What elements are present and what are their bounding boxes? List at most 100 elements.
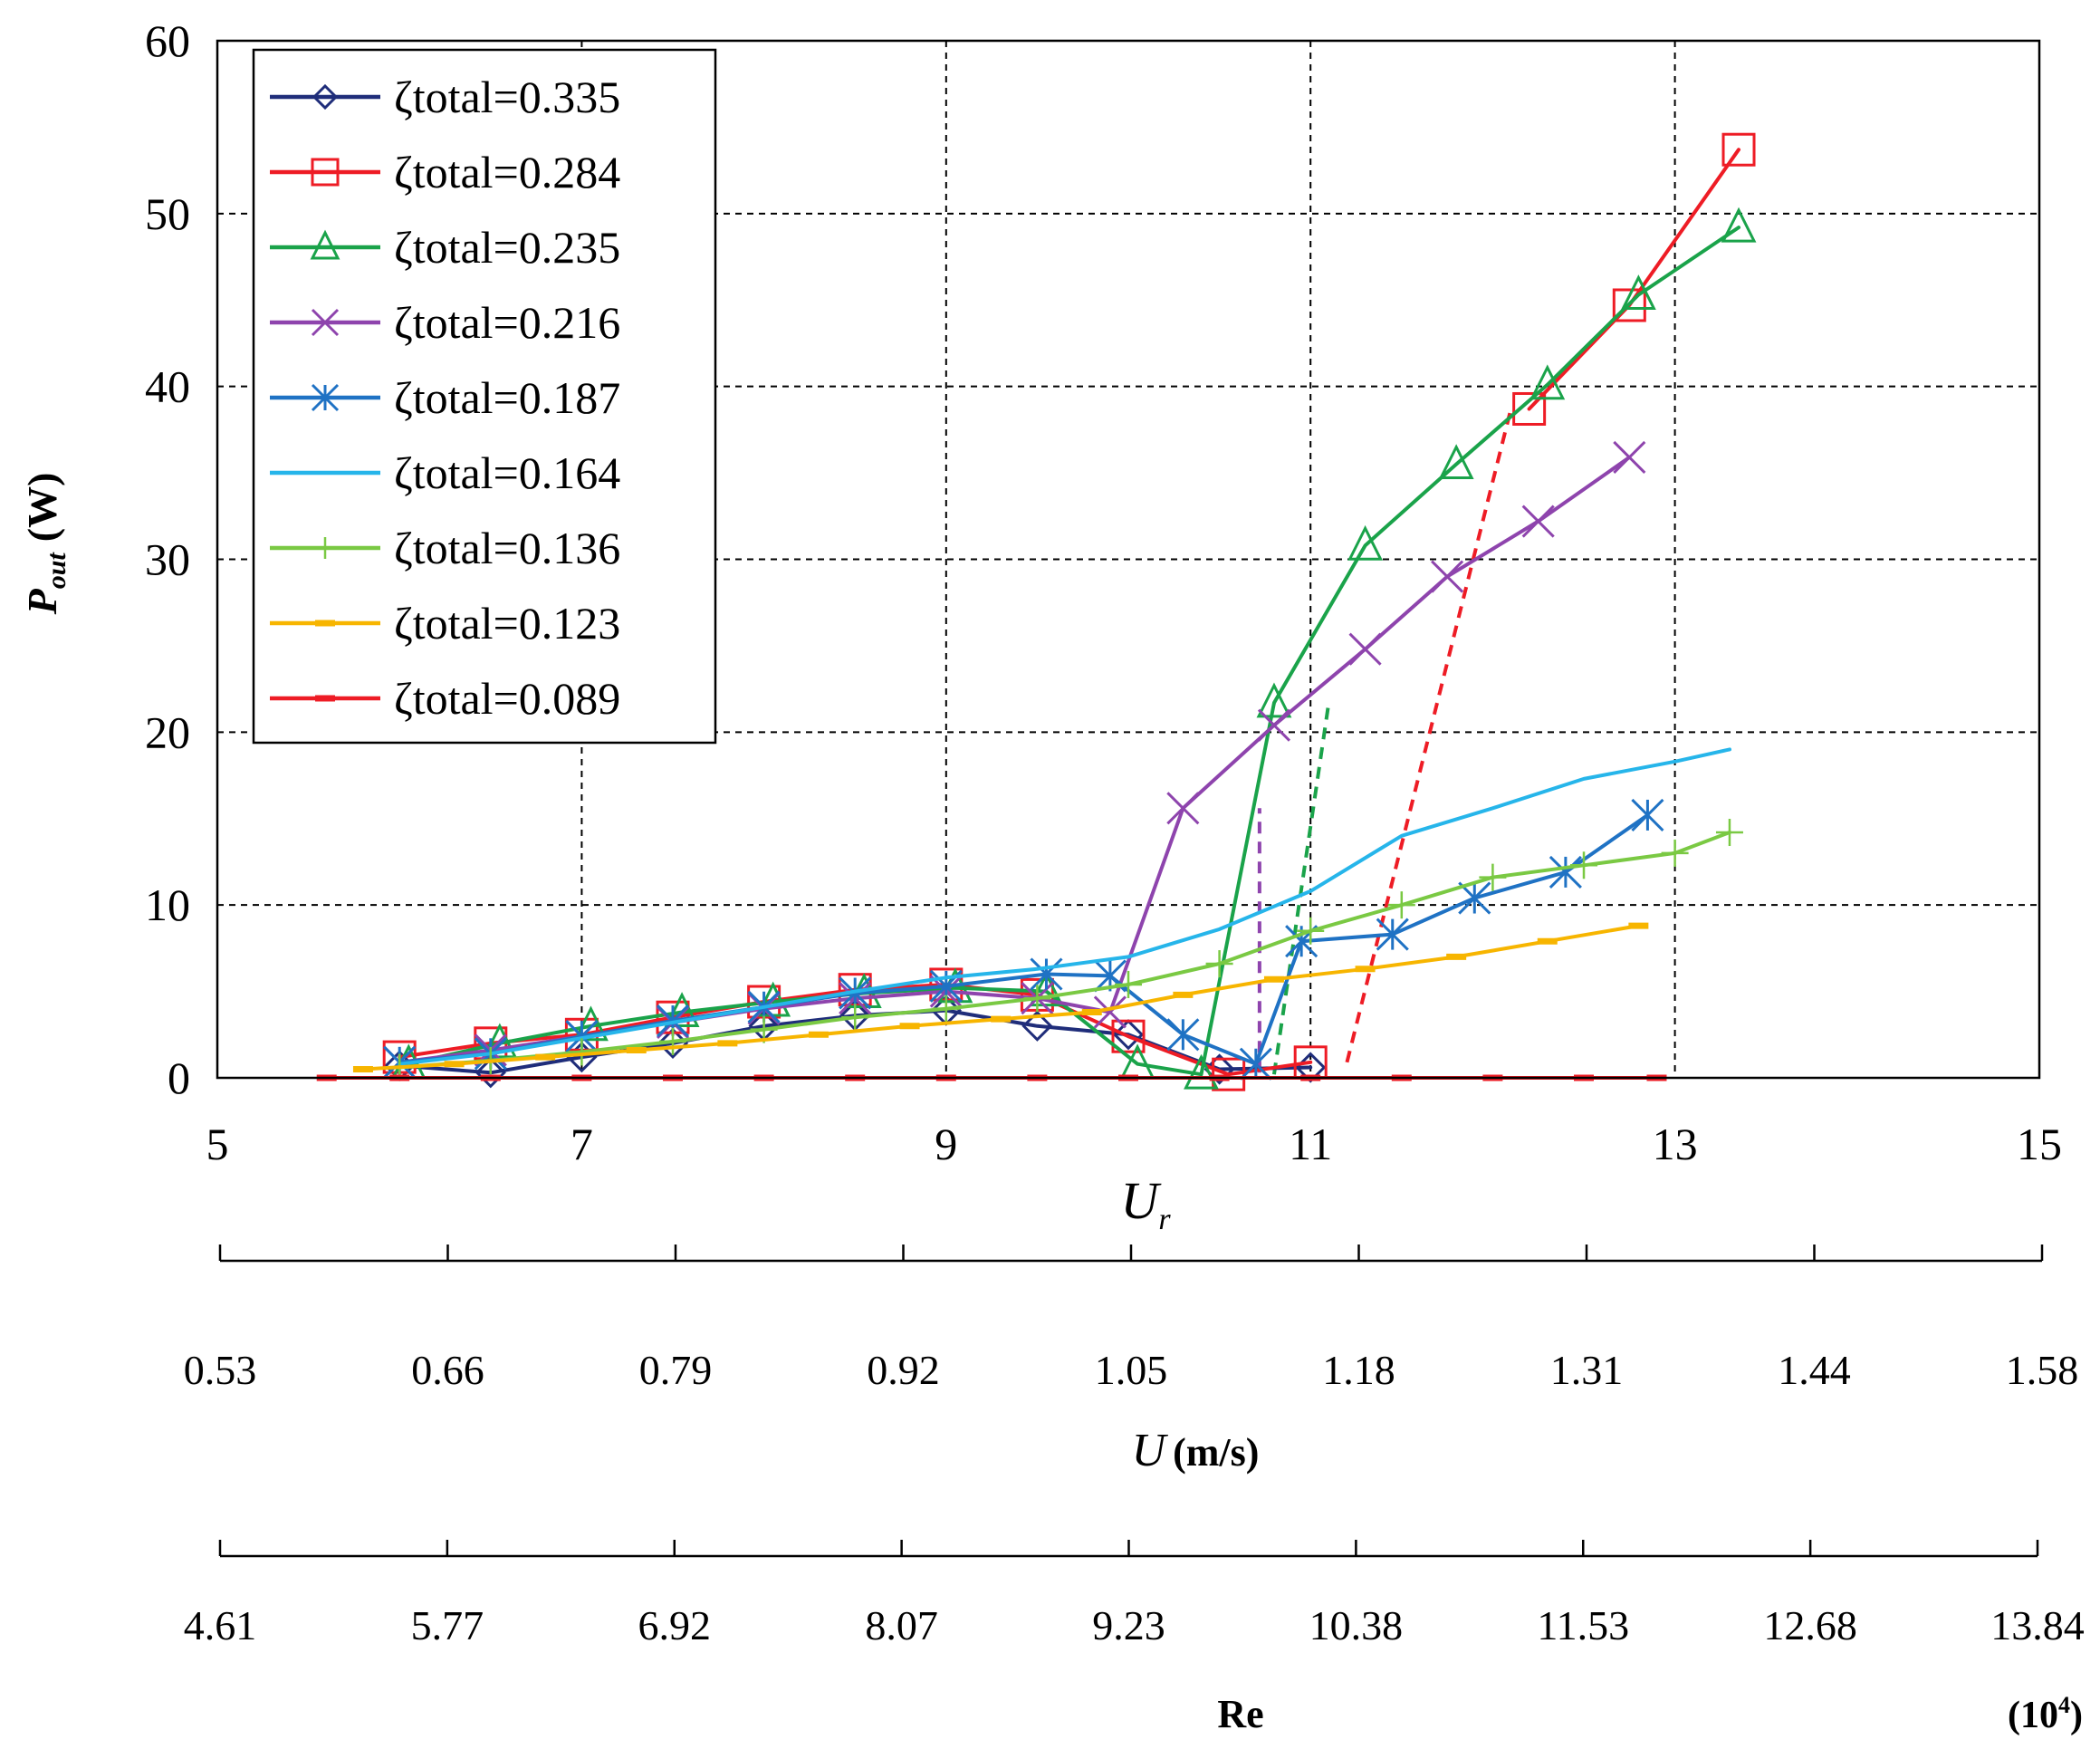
marker-stroke [1521, 505, 1555, 538]
secondary-axis-tick-label: 4.61 [184, 1602, 257, 1648]
secondary-axis-tick-label: 1.44 [1778, 1347, 1851, 1393]
data-point [314, 537, 336, 559]
data-point [1203, 1053, 1235, 1085]
legend-label: ζtotal=0.164 [394, 447, 620, 498]
secondary-axis-tick-label: 1.05 [1095, 1347, 1168, 1393]
marker-stroke [311, 308, 340, 337]
legend-item: ζtotal=0.284 [270, 147, 620, 197]
data-point [1111, 1019, 1146, 1053]
series-group [352, 922, 1649, 1072]
data-point [1715, 819, 1743, 847]
y-tick-label: 60 [145, 15, 190, 66]
marker-stroke [1093, 995, 1127, 1029]
data-point [841, 1004, 869, 1032]
grid [217, 41, 2039, 1078]
data-point [1661, 839, 1689, 867]
data-point [475, 1057, 506, 1089]
data-point [659, 1027, 686, 1055]
data-point [1166, 792, 1200, 825]
data-point [312, 83, 339, 111]
x-tick-label: 5 [206, 1119, 229, 1169]
marker-stroke [1166, 792, 1200, 825]
y-axis-title: Pout (W) [19, 473, 72, 616]
legend-label: ζtotal=0.123 [394, 598, 620, 649]
marker-stroke [1431, 560, 1464, 593]
data-point [1348, 632, 1382, 666]
x-tick-label: 11 [1289, 1119, 1332, 1169]
data-point [573, 1005, 609, 1042]
velocity-axis-title: U (m/s) [1132, 1425, 1260, 1476]
secondary-axis-tick-label: 8.07 [865, 1602, 938, 1648]
y-axis-subscript: out [42, 552, 72, 590]
legend-label: ζtotal=0.187 [394, 372, 620, 423]
data-point [1438, 444, 1474, 480]
series-line [398, 831, 1731, 1070]
data-point [1184, 1053, 1219, 1090]
jump-line [1271, 702, 1331, 1075]
data-point [310, 229, 340, 260]
x-axis-subscript: r [1158, 1203, 1171, 1236]
data-point [1166, 1018, 1200, 1052]
data-point [1256, 682, 1292, 718]
secondary-axis-tick-label: 10.38 [1309, 1602, 1404, 1648]
data-point [1721, 207, 1757, 243]
series-group [398, 747, 1731, 1066]
data-point [1570, 851, 1597, 879]
secondary-axis-tick-label: 5.77 [411, 1602, 484, 1648]
legend-label: ζtotal=0.335 [394, 72, 620, 122]
x-axis-symbol: U [1120, 1171, 1162, 1230]
data-point [1612, 288, 1646, 322]
data-point [1721, 132, 1756, 167]
axes: 0 10 20 30 40 50 60 5 7 9 11 13 15 0.53 0.66 0.79 0.92 1.… [145, 15, 2085, 1648]
legend-item: ζtotal=0.235 [270, 222, 620, 273]
secondary-axis-tick-label: 1.58 [2006, 1347, 2079, 1393]
data-point [311, 308, 340, 337]
data-point [1205, 950, 1233, 978]
data-point [1529, 364, 1566, 400]
y-tick-label: 30 [145, 534, 190, 585]
data-point [1549, 855, 1582, 889]
secondary-axis-tick-label: 9.23 [1092, 1602, 1165, 1648]
reynolds-scale-base: (10 [2008, 1695, 2058, 1736]
data-point [1479, 863, 1507, 891]
data-point [1115, 970, 1142, 998]
legend-label: ζtotal=0.089 [394, 673, 620, 724]
series-line [407, 226, 1740, 1077]
y-tick-label: 10 [145, 879, 190, 930]
legend-item: ζtotal=0.216 [270, 297, 620, 348]
data-point [1021, 1010, 1053, 1042]
y-tick-label: 20 [145, 706, 190, 757]
data-point [1347, 524, 1383, 561]
legend-label: ζtotal=0.235 [394, 222, 620, 273]
reynolds-axis-scale: (104) [2008, 1692, 2083, 1736]
marker-stroke [1257, 708, 1291, 742]
data-point [482, 1023, 518, 1059]
y-axis-symbol: P [19, 588, 65, 615]
data-point [1620, 274, 1656, 311]
x-tick-label: 15 [2017, 1119, 2062, 1169]
reynolds-scale-exponent: 4 [2058, 1692, 2070, 1718]
data-point [1431, 560, 1464, 593]
data-point [1023, 985, 1051, 1013]
x-tick-label: 9 [935, 1119, 957, 1169]
x-axis-title: Ur [1120, 1171, 1171, 1236]
data-point [311, 158, 340, 187]
legend-item: ζtotal=0.335 [270, 72, 620, 122]
jump-line [1345, 408, 1513, 1063]
legend-label: ζtotal=0.284 [394, 147, 620, 197]
series-group [386, 819, 1743, 1081]
x-tick-label: 7 [571, 1119, 593, 1169]
velocity-axis-symbol: U [1132, 1425, 1169, 1476]
data-point [1029, 971, 1064, 1007]
secondary-axis-tick-label: 0.92 [867, 1347, 940, 1393]
reynolds-axis-title: Re [1217, 1692, 1263, 1736]
data-point [1239, 1047, 1272, 1081]
series-line [361, 924, 1641, 1072]
data-point [1521, 505, 1555, 538]
data-point [1093, 995, 1127, 1029]
data-point [1030, 957, 1063, 991]
data-point [664, 992, 700, 1027]
secondary-axis-tick-label: 6.92 [638, 1602, 712, 1648]
legend-label: ζtotal=0.136 [394, 523, 620, 573]
data-point [1613, 440, 1646, 474]
